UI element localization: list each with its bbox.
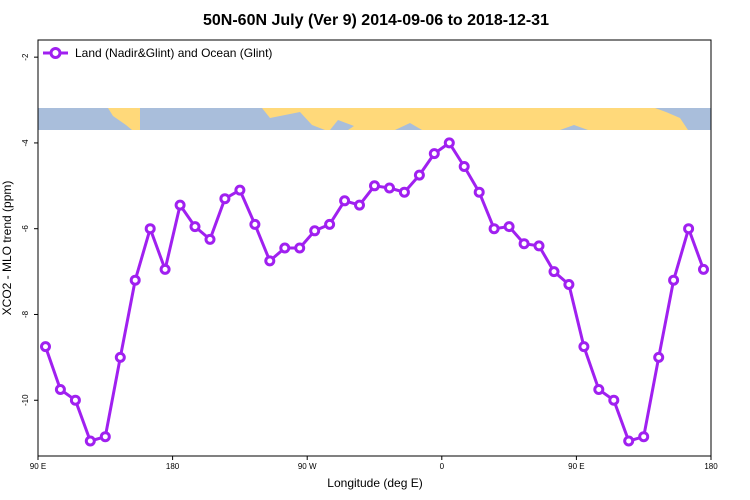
chart-title: 50N-60N July (Ver 9) 2014-09-06 to 2018-… <box>203 12 549 29</box>
data-point <box>249 218 261 230</box>
data-point <box>638 431 650 443</box>
data-point <box>548 266 560 278</box>
x-axis: 90 E 180 90 W 0 90 E 180 <box>30 456 718 471</box>
y-tick-label: -4 <box>21 139 30 147</box>
data-point <box>339 195 351 207</box>
data-point <box>294 242 306 254</box>
data-point <box>533 240 545 252</box>
data-point <box>398 186 410 198</box>
data-point <box>473 186 485 198</box>
data-point <box>653 351 665 363</box>
data-point <box>204 233 216 245</box>
data-point <box>443 137 455 149</box>
data-point <box>264 255 276 267</box>
data-point <box>413 169 425 181</box>
map-ocean-1 <box>140 108 325 130</box>
y-axis: -2 -4 -6 -8 -10 <box>21 53 38 406</box>
y-axis-label: XCO2 - MLO trend (ppm) <box>0 181 14 316</box>
data-point <box>189 221 201 233</box>
data-point <box>174 199 186 211</box>
data-point <box>458 161 470 172</box>
world-map-strip <box>38 108 711 130</box>
data-point <box>608 394 620 406</box>
legend-label: Land (Nadir&Glint) and Ocean (Glint) <box>75 46 272 60</box>
x-tick-label: 0 <box>440 462 445 471</box>
legend: Land (Nadir&Glint) and Ocean (Glint) <box>43 46 272 60</box>
data-point <box>54 384 66 395</box>
data-point <box>488 223 500 235</box>
x-axis-label: Longitude (deg E) <box>327 476 422 490</box>
x-tick-label: 90 E <box>30 462 46 471</box>
data-point <box>503 221 515 233</box>
data-point <box>428 148 440 160</box>
y-tick-label: -6 <box>21 225 30 233</box>
x-tick-label: 90 W <box>298 462 317 471</box>
data-point <box>324 218 336 230</box>
data-point <box>698 263 709 275</box>
data-point <box>84 435 96 447</box>
x-tick-label: 180 <box>704 462 718 471</box>
plot-frame <box>37 39 712 457</box>
data-point <box>279 242 291 254</box>
y-tick-label: -2 <box>21 53 30 61</box>
data-point <box>593 384 605 395</box>
data-point <box>99 431 111 443</box>
data-point <box>234 184 246 196</box>
legend-marker <box>49 47 62 59</box>
x-tick-label: 180 <box>166 462 180 471</box>
data-point <box>578 341 590 353</box>
map-ocean-2 <box>655 108 711 130</box>
data-point <box>668 274 680 286</box>
map-ocean-5 <box>560 125 588 130</box>
data-point <box>40 341 51 353</box>
map-ocean-3 <box>330 120 354 130</box>
data-point <box>623 435 635 447</box>
map-land-band <box>38 108 711 130</box>
series-layer <box>40 137 709 447</box>
data-point <box>354 199 365 211</box>
y-tick-label: -10 <box>21 394 30 406</box>
data-point <box>369 180 380 192</box>
data-point <box>129 274 141 286</box>
data-point <box>309 225 321 237</box>
y-tick-label: -8 <box>21 310 30 318</box>
data-point <box>384 182 395 194</box>
data-point <box>518 238 530 250</box>
data-point <box>159 263 171 275</box>
x-tick-label: 90 E <box>568 462 584 471</box>
data-point <box>219 193 231 205</box>
map-ocean-0 <box>38 108 132 130</box>
data-point <box>144 223 156 235</box>
data-point <box>69 394 81 406</box>
data-point <box>563 279 575 290</box>
map-ocean-4 <box>395 123 422 130</box>
data-point <box>683 223 695 235</box>
data-point <box>114 351 126 363</box>
